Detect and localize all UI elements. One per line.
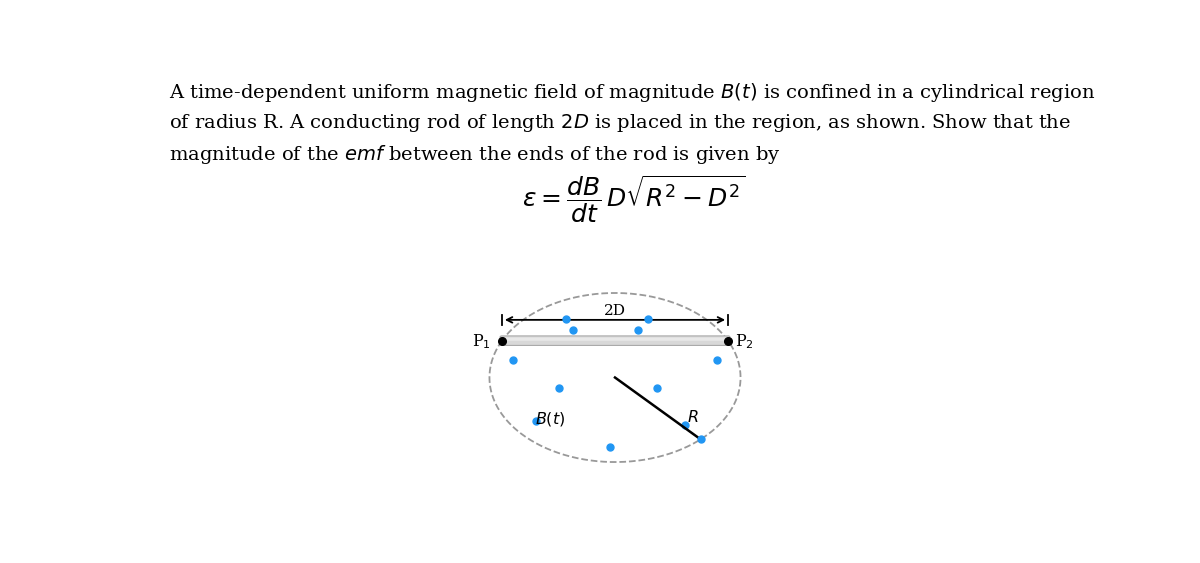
- Text: $\varepsilon = \dfrac{dB}{dt}\, D\sqrt{R^2 - D^2}$: $\varepsilon = \dfrac{dB}{dt}\, D\sqrt{R…: [522, 174, 745, 225]
- Text: magnitude of the $\mathit{emf}$ between the ends of the rod is given by: magnitude of the $\mathit{emf}$ between …: [168, 143, 780, 166]
- Text: of radius R. A conducting rod of length $2D$ is placed in the region, as shown. : of radius R. A conducting rod of length …: [168, 112, 1070, 134]
- FancyBboxPatch shape: [503, 337, 727, 341]
- Text: P$_2$: P$_2$: [736, 332, 755, 351]
- FancyBboxPatch shape: [500, 336, 730, 346]
- Text: $B(t)$: $B(t)$: [535, 410, 565, 428]
- Text: A time-dependent uniform magnetic field of magnitude $B(t)$ is confined in a cyl: A time-dependent uniform magnetic field …: [168, 81, 1094, 104]
- Text: 2D: 2D: [604, 303, 626, 318]
- Text: $R$: $R$: [686, 409, 698, 426]
- Text: P$_1$: P$_1$: [472, 332, 491, 351]
